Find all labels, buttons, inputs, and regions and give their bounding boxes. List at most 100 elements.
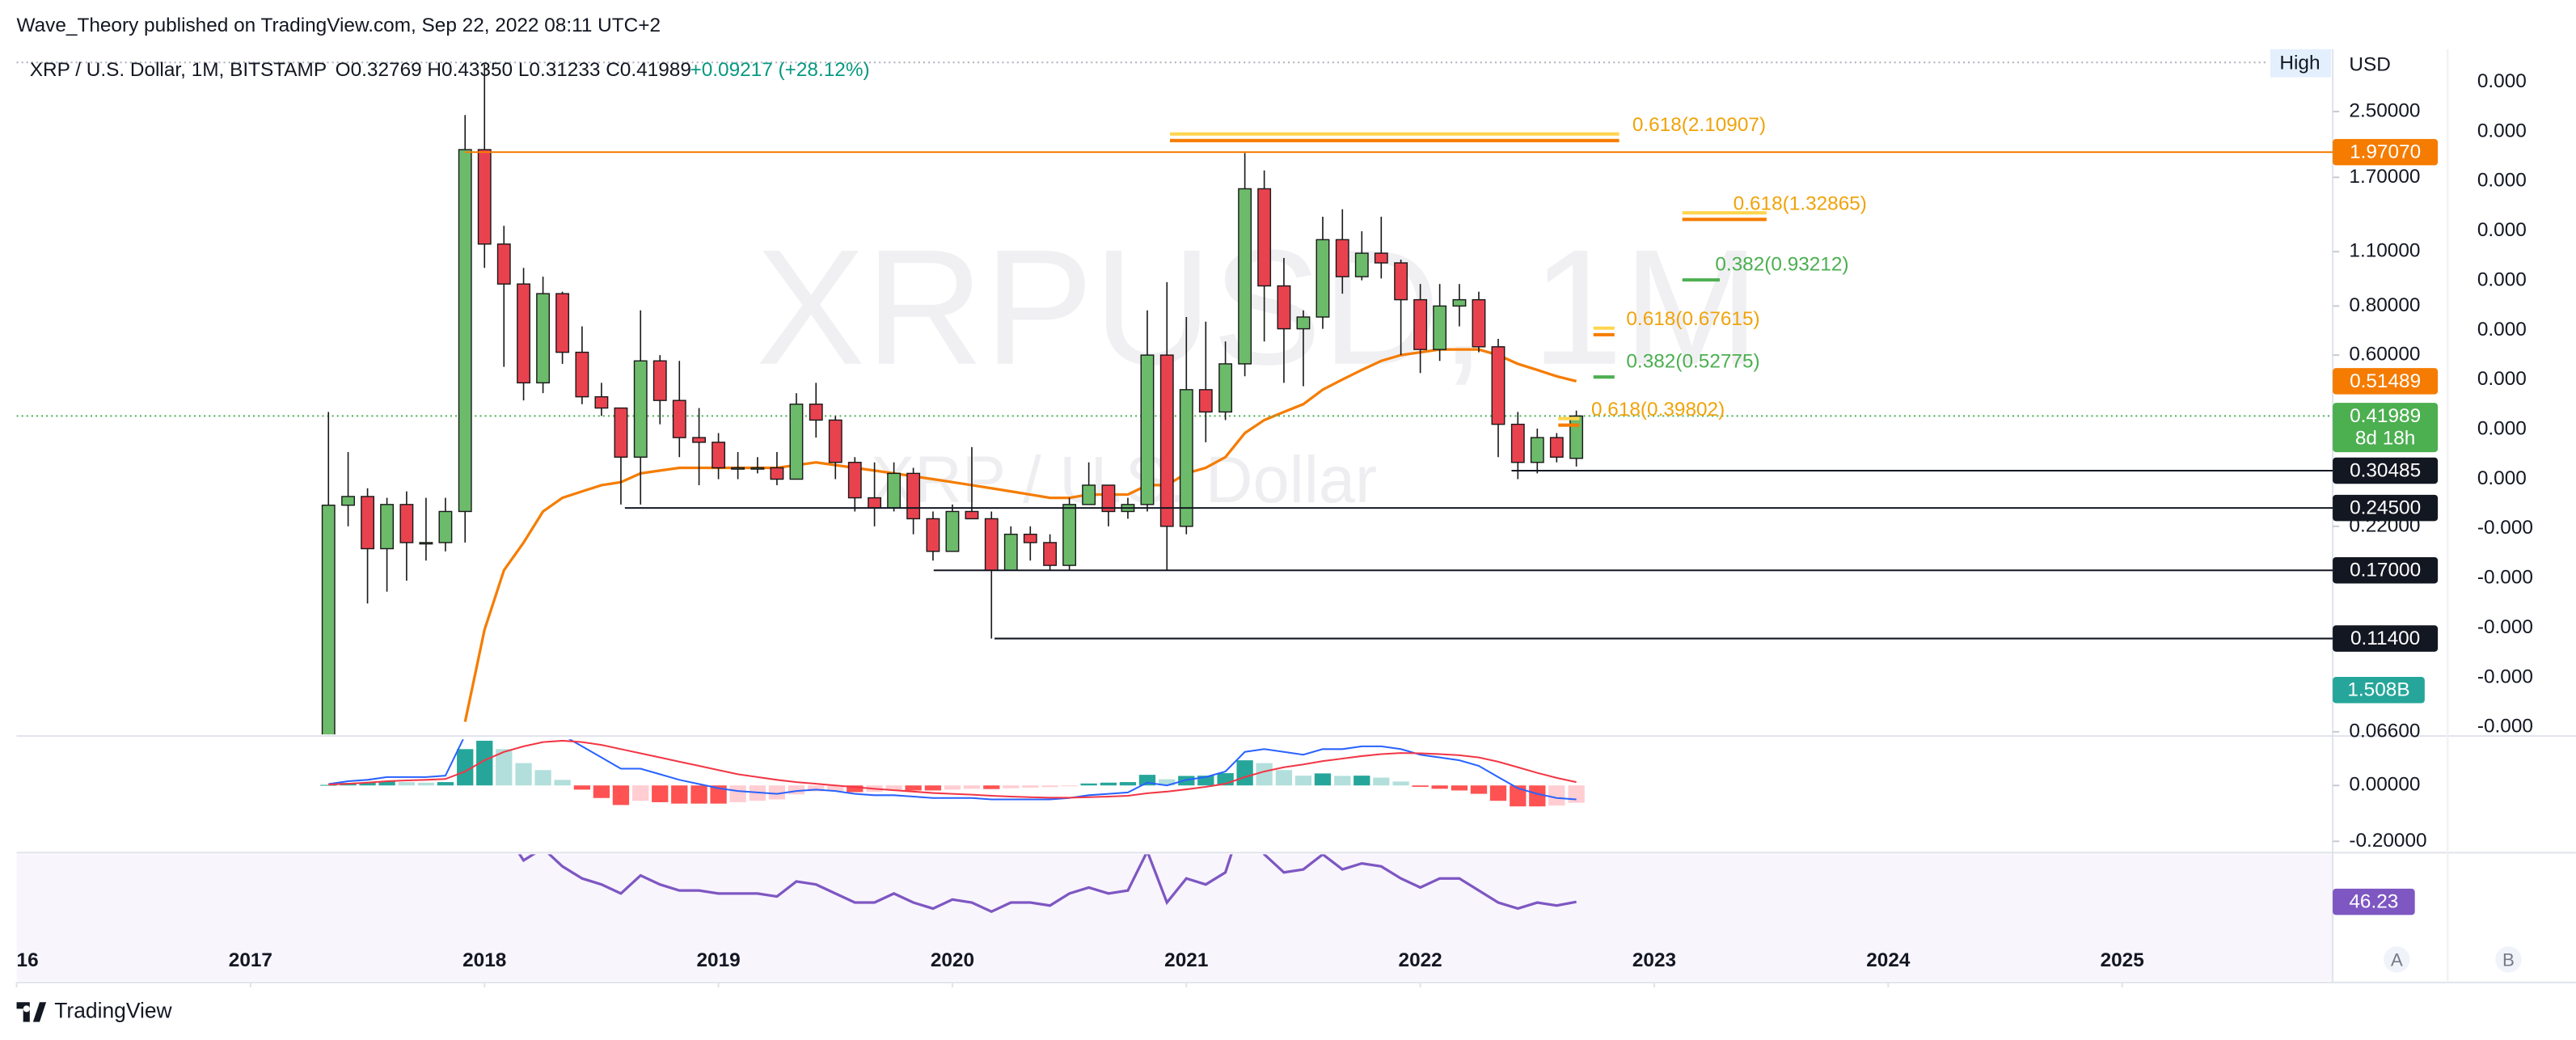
macd-histogram-bar — [1080, 783, 1097, 786]
candle-body — [1374, 252, 1388, 264]
candle-body — [1043, 542, 1058, 566]
candle-body — [438, 510, 453, 543]
candle-body — [1549, 437, 1564, 458]
macd-histogram-bar — [378, 781, 395, 786]
macd-histogram-bar — [320, 784, 337, 786]
side-axis-label: 0.000 — [2477, 70, 2527, 92]
rsi-label-box — [2333, 888, 2415, 915]
candle-body — [1510, 423, 1525, 463]
candle-body — [868, 497, 882, 509]
button-b[interactable]: B — [2502, 949, 2515, 970]
candle-body — [1277, 285, 1291, 330]
macd-line — [328, 739, 1577, 801]
y-tick-label: 1.10000 — [2349, 240, 2420, 262]
fib-label: 0.382(0.93212) — [1715, 253, 1848, 275]
button-bg[interactable] — [2495, 946, 2522, 973]
price-label: 0.41989 — [2350, 405, 2421, 427]
macd-histogram-bar — [1061, 785, 1078, 787]
candle-body — [341, 496, 355, 506]
candle-body — [1257, 188, 1272, 287]
macd-histogram-bar — [827, 785, 844, 792]
x-tick-label: 2020 — [931, 949, 974, 971]
macd-histogram-bar — [398, 782, 416, 786]
macd-histogram-bar — [729, 785, 746, 802]
macd-histogram-bar — [690, 785, 707, 804]
macd-histogram-bar — [1568, 785, 1585, 803]
x-tick-label: 16 — [17, 949, 39, 971]
fib-label: 0.618(1.32865) — [1734, 192, 1867, 214]
macd-histogram-bar — [1041, 785, 1058, 788]
macd-histogram-bar — [710, 785, 727, 804]
candle-body — [652, 360, 667, 401]
level-label: 0.24500 — [2350, 497, 2421, 519]
volume-label-box — [2333, 677, 2425, 704]
side-axis-label: -0.000 — [2477, 716, 2533, 738]
scale-mode-box[interactable] — [2270, 49, 2332, 78]
side-axis-label: 0.000 — [2477, 120, 2527, 142]
macd-histogram-bar — [1373, 777, 1390, 786]
macd-histogram-bar — [612, 785, 630, 805]
macd-histogram-bar — [1392, 781, 1409, 786]
candle-body — [380, 504, 395, 550]
candle-body — [633, 360, 648, 458]
macd-histogram-bar — [417, 782, 435, 786]
macd-histogram-bar — [515, 763, 532, 786]
side-axis-label: -0.000 — [2477, 666, 2533, 687]
macd-histogram-bar — [963, 785, 981, 789]
macd-histogram-bar — [1470, 785, 1488, 794]
candle-body — [1198, 389, 1213, 413]
fib-label: 0.382(0.52775) — [1626, 350, 1759, 372]
x-tick-label: 2019 — [696, 949, 740, 971]
level-label: 0.30485 — [2350, 459, 2421, 481]
button-a[interactable]: A — [2391, 949, 2403, 970]
macd-histogram-bar — [788, 785, 805, 795]
x-tick-label: 2024 — [1866, 949, 1911, 971]
candle-body — [1413, 298, 1428, 350]
candle-body — [321, 504, 336, 735]
level-label-box — [2333, 556, 2439, 584]
signal-line — [328, 739, 1577, 799]
candle-body — [672, 400, 686, 438]
macd-histogram-bar — [359, 782, 376, 786]
macd-histogram-bar — [671, 785, 688, 804]
price-pane: 0.618(2.10907) 0.618(1.32865) 0.382(0.9321… — [16, 64, 2333, 735]
macd-histogram-bar — [924, 785, 942, 791]
brand: TradingView — [54, 998, 172, 1022]
candle-body — [789, 404, 804, 480]
macd-histogram-bar — [1431, 785, 1448, 789]
ma-label: 0.51489 — [2350, 370, 2421, 392]
y-tick-label: 0.60000 — [2349, 344, 2420, 366]
macd-pane — [320, 739, 1585, 807]
change: +0.09217 (+28.12%) — [690, 59, 869, 81]
side-axis-label: 0.000 — [2477, 219, 2527, 241]
candle-body — [1335, 239, 1349, 277]
candle-body — [594, 395, 609, 409]
candle-body — [1315, 239, 1330, 318]
level-label-box — [2333, 457, 2439, 484]
x-tick-label: 2021 — [1164, 949, 1208, 971]
macd-histogram-bar — [1353, 776, 1370, 786]
candle-body — [517, 283, 530, 384]
axes: 16 2017 2018 2019 2020 2021 2022 2023 2024 2025 2.… — [15, 70, 2533, 987]
scale-mode[interactable]: High — [2279, 53, 2320, 74]
macd-histogram-bar — [1510, 785, 1527, 807]
macd-histogram-bar — [1256, 763, 1273, 786]
candle-body — [555, 293, 570, 353]
candle-body — [770, 467, 784, 480]
macd-histogram-bar — [496, 749, 513, 786]
side-axis-label: 0.000 — [2477, 268, 2527, 290]
candle-body — [1296, 316, 1311, 330]
rsi-label: 46.23 — [2349, 891, 2398, 913]
x-tick-label: 2018 — [462, 949, 506, 971]
macd-tick-label: -0.20000 — [2349, 830, 2426, 852]
symbol: XRP / U.S. Dollar, 1M, BITSTAMP — [30, 59, 327, 81]
button-bg[interactable] — [2384, 946, 2410, 973]
macd-histogram-bar — [905, 785, 922, 791]
publisher: Wave_Theory published on TradingView.com… — [17, 15, 661, 36]
side-axis-label: 0.000 — [2477, 467, 2527, 489]
x-tick-label: 2025 — [2101, 949, 2144, 971]
macd-histogram-bar — [632, 785, 649, 801]
candle-body — [847, 462, 862, 499]
macd-histogram-bar — [1548, 785, 1565, 806]
